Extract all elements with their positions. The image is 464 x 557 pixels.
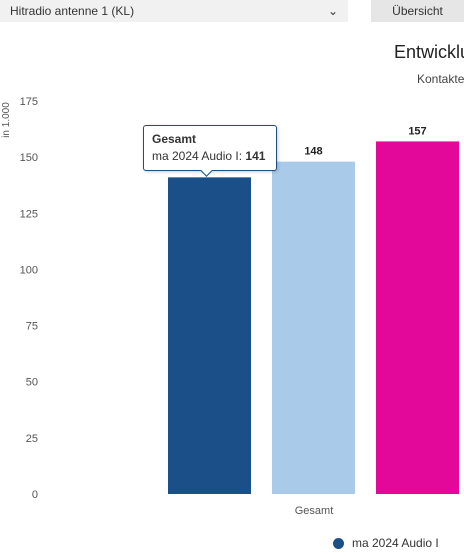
data-label: 148 <box>304 146 322 158</box>
legend-label: ma 2024 Audio I <box>352 536 439 550</box>
y-tick-label: 150 <box>20 152 38 164</box>
bar <box>168 177 251 494</box>
tooltip-title: Gesamt <box>152 132 197 146</box>
y-tick-label: 25 <box>26 433 38 445</box>
tooltip: Gesamt ma 2024 Audio I: 141 <box>143 125 277 171</box>
overview-button[interactable]: Übersicht <box>371 0 464 22</box>
station-select-value: Hitradio antenne 1 (KL) <box>10 4 135 18</box>
tooltip-value: 141 <box>245 149 266 163</box>
data-label: 157 <box>408 125 426 137</box>
bar <box>376 141 459 494</box>
y-tick-label: 50 <box>26 377 38 389</box>
chevron-down-icon: ⌄ <box>327 4 338 18</box>
y-axis-label: in 1.000 <box>1 102 12 138</box>
y-tick-label: 175 <box>20 96 38 108</box>
y-tick-label: 0 <box>32 489 38 501</box>
station-select[interactable]: Hitradio antenne 1 (KL) ⌄ <box>0 0 348 22</box>
x-tick-label: Gesamt <box>295 505 334 517</box>
legend[interactable]: ma 2024 Audio I <box>333 536 439 550</box>
chart-subtitle: Kontakte <box>417 72 464 86</box>
y-tick-label: 125 <box>20 208 38 220</box>
y-tick-label: 75 <box>26 321 38 333</box>
bar <box>272 161 355 495</box>
legend-dot-icon <box>333 537 344 549</box>
y-tick-label: 100 <box>20 264 38 276</box>
tooltip-label: ma 2024 Audio I: <box>152 149 243 163</box>
chart-title: Entwicklu <box>394 42 464 62</box>
